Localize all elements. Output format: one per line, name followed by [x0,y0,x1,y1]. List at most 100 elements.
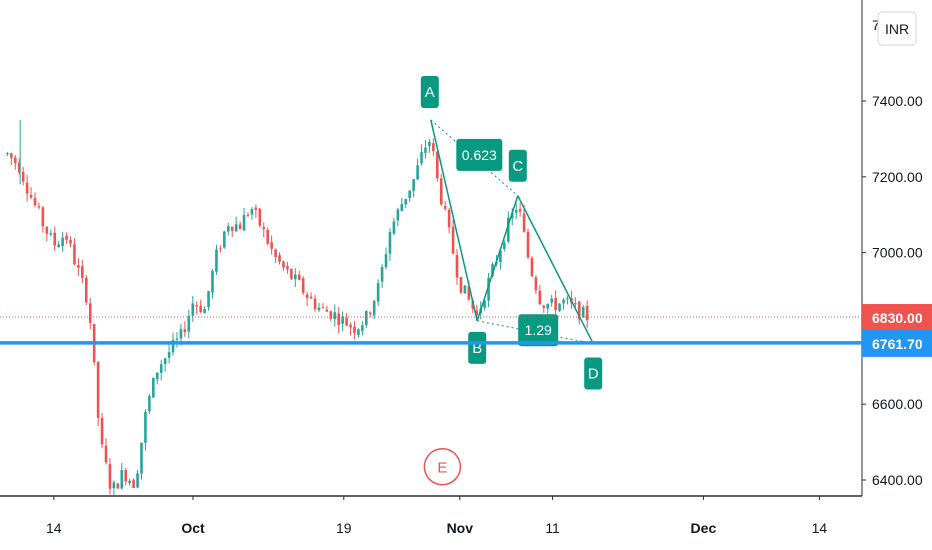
candle [341,316,344,324]
candle [132,479,135,488]
x-tick-label: 11 [545,520,560,536]
candle [530,258,534,277]
candle [392,221,396,234]
candle [234,224,238,232]
candle [211,270,214,293]
candle [361,325,364,331]
candle [155,372,159,380]
pattern-point-c-label: C [512,158,523,175]
candle [112,482,116,489]
pattern-ratio-badge[interactable] [518,314,559,347]
pattern-point-b-badge[interactable] [468,331,487,364]
candle [270,242,273,249]
candle [294,274,297,280]
candle [246,214,250,216]
candle [183,329,187,333]
candle [41,207,45,227]
pattern-point-d-label: D [588,366,599,383]
candle [443,206,447,209]
pattern-ratio-badge[interactable] [456,138,503,171]
candle [215,249,218,272]
candle [467,286,471,300]
candle [558,303,561,311]
candle [242,215,246,231]
candle [262,227,266,230]
candle [136,473,139,488]
candle [416,165,419,180]
candle [313,298,317,310]
candle [412,179,415,191]
candle [435,151,439,179]
candle [353,326,356,334]
x-tick-label: Dec [691,520,717,536]
candle [408,190,411,199]
candle [163,358,167,365]
candle [207,291,210,308]
x-tick-label: 19 [336,520,352,536]
candle [37,206,41,208]
pattern-point-a-badge[interactable] [420,75,439,108]
candle [566,298,569,300]
pattern-ratio-label: 1.29 [525,322,552,338]
candle [17,162,21,173]
candle [439,178,443,205]
pattern-point-d-badge[interactable] [584,357,603,390]
candle [400,204,404,211]
candle [286,266,289,270]
candle [187,315,191,332]
candle [159,364,163,373]
candle [65,235,68,240]
y-axis: 7400.007200.007000.006800.006600.006400.… [862,11,932,488]
candle [329,311,333,319]
candle [428,142,431,147]
candle [404,198,408,205]
candle [365,310,368,326]
candle [10,153,13,158]
candle [333,312,337,320]
y-tick-label: 7400.00 [872,93,923,109]
candle [238,224,242,230]
currency-button[interactable] [877,11,917,46]
candle [301,278,305,293]
candle [84,277,88,303]
x-tick-label: Oct [181,520,205,536]
candle [69,239,72,244]
x-tick-label: 14 [46,520,62,536]
candle [6,153,9,155]
candle [128,480,131,484]
x-tick-label: Nov [447,520,474,536]
candle [309,296,313,299]
candle [13,157,17,164]
candle [88,303,92,324]
candle [368,312,372,314]
pattern-leg-ab [430,119,478,321]
candle [254,207,258,210]
candle [282,261,285,268]
last-price-label: 6830.00 [872,310,923,326]
candle [349,325,352,328]
candle [45,226,49,234]
candle [487,277,490,301]
candle [171,339,175,353]
candle [104,445,108,463]
y-tick-label: 7200.00 [872,169,923,185]
currency-label: INR [885,21,909,37]
candle [73,244,76,265]
candle [49,233,53,235]
candle [491,264,494,277]
candle [61,237,64,247]
candle [297,274,301,280]
candle [226,226,230,232]
candle [546,303,550,309]
annotation-circle[interactable] [423,447,462,486]
candle [116,483,120,489]
candle [357,329,360,336]
candle [100,417,104,445]
y-tick-label: 7000.00 [872,245,923,261]
last-price-badge [862,304,932,332]
pattern-point-c-badge[interactable] [508,149,527,182]
candle [175,338,179,340]
candle [420,152,423,164]
harmonic-pattern: A B C D 0.623 1.29 E [420,75,603,486]
